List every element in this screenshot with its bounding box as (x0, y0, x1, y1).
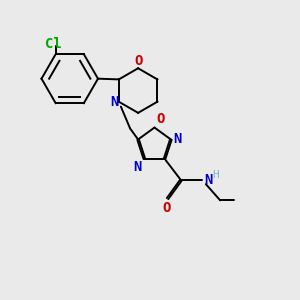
Text: N: N (173, 133, 182, 146)
Text: Cl: Cl (45, 37, 62, 51)
Text: H: H (212, 170, 219, 180)
Text: O: O (156, 112, 164, 126)
Text: O: O (134, 54, 142, 68)
Text: N: N (110, 95, 119, 109)
Text: N: N (134, 160, 142, 174)
Text: O: O (162, 201, 170, 215)
Text: N: N (204, 173, 212, 187)
